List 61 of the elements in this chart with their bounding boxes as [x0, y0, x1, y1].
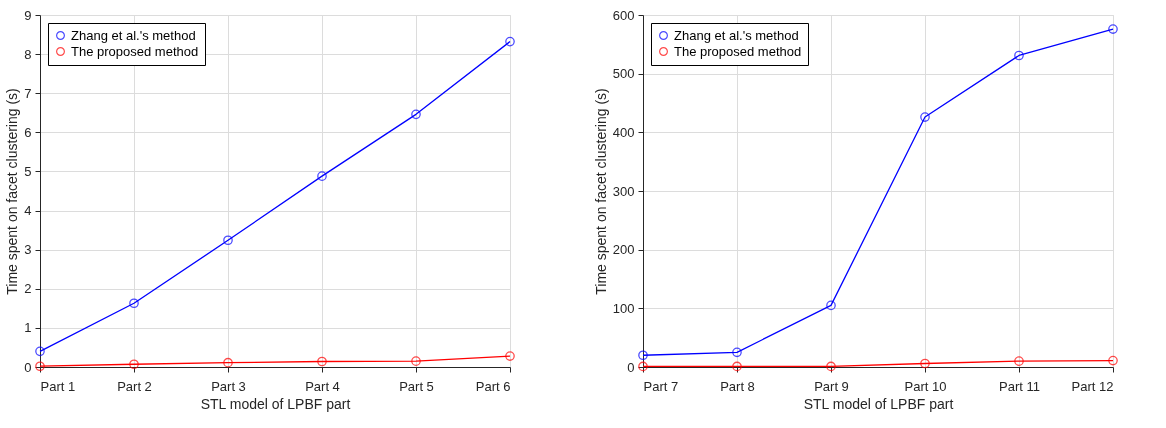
point [1014, 50, 1024, 61]
x-tick-label: Part 7 [643, 378, 679, 394]
x-tick-label: Part 4 [305, 378, 340, 394]
point [35, 346, 45, 357]
legend-label: Zhang et al.'s method [674, 27, 799, 43]
x-tick-label: Part 5 [399, 378, 434, 394]
point [732, 361, 742, 372]
y-tick-label: 9 [24, 7, 32, 23]
x-tick-label: Part 12 [1071, 378, 1114, 394]
point [638, 350, 648, 361]
y-tick-label: 7 [24, 85, 32, 101]
point [223, 357, 233, 368]
point [411, 356, 421, 366]
x-tick-label: Part 3 [211, 378, 246, 394]
y-tick-label: 400 [612, 124, 635, 140]
y-tick-label: 500 [612, 66, 635, 82]
x-tick-label: Part 8 [720, 378, 755, 394]
legend-label: The proposed method [71, 43, 199, 59]
point [317, 171, 327, 181]
point [129, 359, 139, 370]
point [35, 361, 45, 372]
y-tick-label: 600 [612, 7, 635, 23]
point [223, 235, 233, 246]
point [1108, 355, 1118, 366]
x-axis-title: STL model of LPBF part [803, 395, 954, 412]
point [505, 36, 515, 47]
x-tick-label: Part 10 [904, 378, 947, 394]
point [826, 361, 836, 372]
y-tick-label: 3 [24, 242, 32, 258]
point [1014, 356, 1024, 366]
y-tick-label: 0 [24, 359, 32, 375]
point [505, 351, 515, 361]
point [638, 361, 648, 372]
y-tick-label: 4 [24, 203, 32, 219]
x-axis-title: STL model of LPBF part [200, 395, 351, 412]
x-tick-label: Part 11 [999, 378, 1040, 394]
x-tick-label: Part 2 [117, 378, 152, 394]
point [732, 347, 742, 358]
y-tick-label: 1 [24, 320, 32, 336]
legend-label: Zhang et al.'s method [71, 27, 196, 43]
y-tick-label: 0 [627, 359, 635, 375]
y-tick-label: 100 [612, 300, 635, 316]
x-tick-label: Part 9 [814, 378, 849, 394]
x-tick-label: Part 6 [475, 378, 511, 394]
point [826, 300, 836, 311]
point [920, 112, 930, 122]
point [411, 109, 421, 120]
y-tick-label: 200 [612, 242, 635, 258]
y-tick-label: 300 [612, 183, 635, 199]
y-tick-label: 5 [24, 163, 32, 179]
point [920, 358, 930, 369]
y-tick-label: 2 [24, 281, 32, 297]
point [129, 298, 139, 309]
point [317, 356, 327, 367]
point [1108, 24, 1118, 34]
y-tick-label: 8 [24, 46, 32, 62]
y-axis-title: Time spent on facet clustering (s) [4, 88, 21, 295]
y-tick-label: 6 [24, 124, 32, 140]
y-axis-title: Time spent on facet clustering (s) [592, 88, 609, 295]
x-tick-label: Part 1 [40, 378, 76, 394]
legend-label: The proposed method [674, 43, 802, 59]
